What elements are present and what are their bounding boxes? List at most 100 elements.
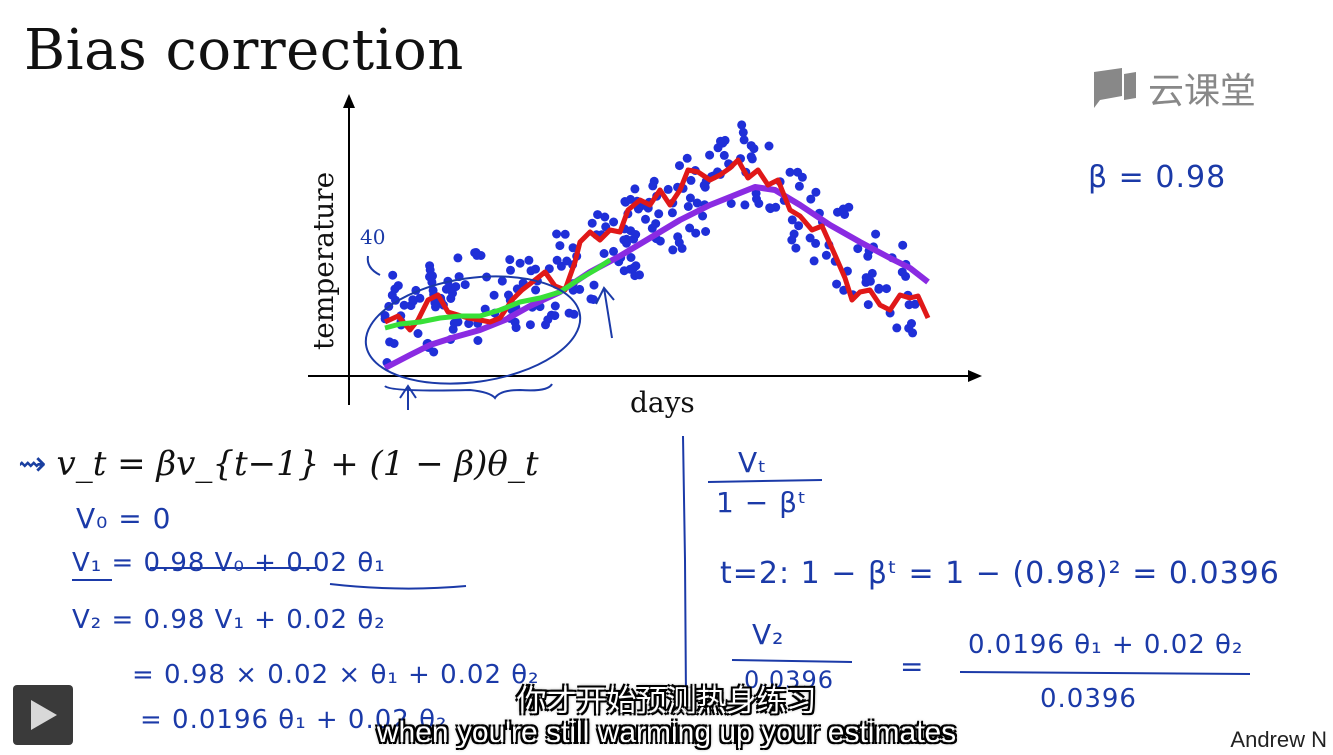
- scatter-point: [631, 230, 641, 239]
- frac2-numerator: V₂: [752, 618, 785, 651]
- scatter-point: [408, 295, 418, 305]
- scatter-point: [648, 181, 658, 191]
- scatter-point: [569, 309, 579, 319]
- arrow-up-chart: [595, 286, 615, 339]
- v2-line: V₂ = 0.98 V₁ + 0.02 θ₂: [72, 605, 386, 635]
- scatter-point: [892, 323, 902, 333]
- scatter-point: [388, 270, 398, 280]
- scatter-point: [863, 300, 873, 310]
- scatter-point: [904, 300, 914, 310]
- scatter-point: [685, 223, 695, 233]
- scatter-point: [562, 256, 572, 266]
- arrow-up-under-axis: [399, 384, 417, 410]
- scatter-point: [441, 284, 451, 294]
- scatter-point: [871, 229, 881, 239]
- scatter-point: [641, 214, 650, 224]
- v2-expand-1: = 0.98 × 0.02 × θ₁ + 0.02 θ₂: [132, 660, 540, 690]
- scatter-point: [525, 320, 535, 330]
- scatter-point: [453, 253, 463, 263]
- scatter-point: [675, 161, 684, 171]
- annotation-40-arrow: [366, 255, 381, 276]
- scatter-point: [460, 280, 470, 290]
- scatter-point: [560, 229, 570, 239]
- scatter-point: [651, 219, 661, 229]
- scatter-point: [497, 276, 507, 286]
- scatter-point: [805, 233, 815, 243]
- scatter-point: [794, 221, 804, 231]
- scatter-point: [752, 194, 761, 204]
- arrow-right-icon: ⇝: [18, 444, 47, 484]
- play-button[interactable]: [13, 685, 73, 745]
- scatter-point: [531, 264, 540, 274]
- x-axis-label: days: [630, 386, 695, 419]
- beta-note: β = 0.98: [1088, 160, 1227, 195]
- underline-term: [329, 583, 467, 590]
- frac1-denominator: 1 − βᵗ: [716, 486, 808, 519]
- scatter-point: [473, 336, 483, 345]
- scatter-point: [908, 328, 918, 338]
- frac2-bar: [731, 659, 853, 663]
- scatter-point: [541, 320, 550, 330]
- annotation-40: 40: [360, 225, 385, 249]
- scatter-point: [555, 241, 565, 251]
- logo-text: 云课堂: [1148, 71, 1257, 112]
- scatter-point: [686, 175, 696, 185]
- scatter-point: [683, 202, 693, 211]
- scatter-point: [552, 229, 562, 239]
- equals-sign: =: [900, 650, 925, 683]
- scatter-point: [431, 302, 440, 312]
- frac1-bar: [707, 479, 823, 483]
- scatter-point: [600, 212, 610, 222]
- frac3-bar: [959, 671, 1251, 675]
- scatter-point: [882, 284, 891, 294]
- scatter-point: [511, 323, 521, 333]
- scatter-point: [838, 204, 848, 214]
- scatter-point: [821, 250, 831, 260]
- scatter-point: [832, 279, 842, 289]
- scatter-point: [739, 135, 749, 145]
- subtitle-chinese: 你才开始预测热身练习: [516, 684, 817, 719]
- scatter-point: [682, 153, 692, 163]
- scatter-points: [380, 120, 920, 367]
- scatter-point: [626, 253, 636, 262]
- v0-line: V₀ = 0: [76, 502, 172, 535]
- scatter-point: [504, 290, 513, 300]
- scatter-point: [791, 243, 801, 253]
- scatter-point: [667, 208, 677, 218]
- scatter-point: [425, 272, 434, 282]
- equation-text: v_t = βv_{t−1} + (1 − β)θ_t: [56, 444, 539, 484]
- x-axis-arrow: [968, 370, 982, 382]
- scatter-point: [550, 301, 560, 311]
- scatter-point: [785, 167, 795, 177]
- play-icon: [31, 700, 57, 730]
- scatter-point: [811, 187, 821, 197]
- scatter-point: [806, 194, 816, 204]
- scatter-point: [589, 280, 599, 290]
- rhs-numerator: 0.0196 θ₁ + 0.02 θ₂: [968, 630, 1244, 660]
- scatter-point: [740, 200, 750, 210]
- scatter-point: [655, 236, 665, 246]
- y-axis-label: temperature: [307, 172, 340, 350]
- scatter-point: [797, 172, 807, 182]
- scatter-point: [635, 270, 644, 280]
- scatter-point: [587, 218, 597, 228]
- purple-line: [383, 184, 930, 371]
- scatter-point: [505, 255, 515, 265]
- scatter-point: [506, 265, 515, 275]
- scatter-point: [701, 227, 711, 236]
- green-line: [384, 257, 612, 331]
- scatter-point: [552, 255, 562, 265]
- y-axis-arrow: [343, 94, 355, 108]
- scatter-point: [531, 285, 541, 295]
- scatter-point: [609, 217, 619, 227]
- scatter-point: [749, 144, 759, 154]
- scatter-point: [809, 256, 819, 266]
- ewma-equation: ⇝ v_t = βv_{t−1} + (1 − β)θ_t: [18, 444, 539, 484]
- scatter-point: [622, 238, 631, 248]
- scatter-point: [705, 150, 715, 160]
- scatter-point: [630, 184, 640, 194]
- scatter-point: [685, 193, 695, 203]
- scatter-point: [524, 255, 534, 265]
